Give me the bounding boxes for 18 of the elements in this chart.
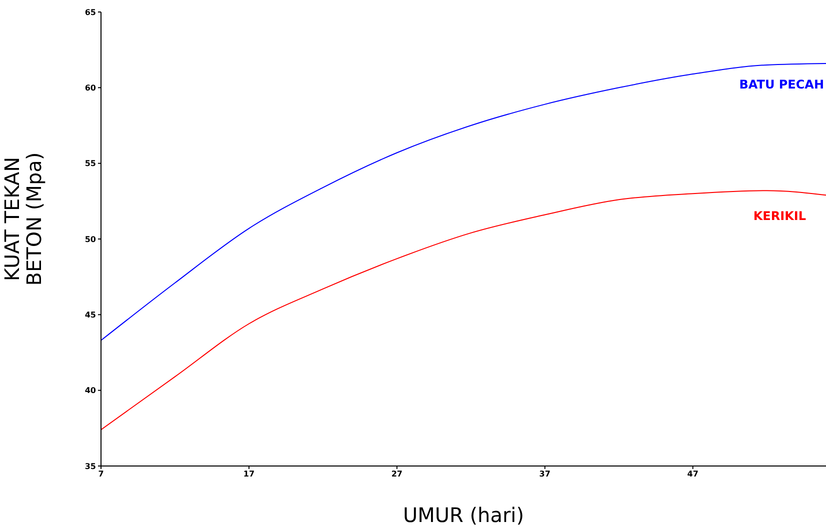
y-tick-label: 60 bbox=[84, 84, 96, 93]
series-label: KERIKIL bbox=[753, 209, 806, 224]
y-axis-title: KUAT TEKAN BETON (Mpa) bbox=[0, 152, 46, 286]
y-tick-label: 35 bbox=[84, 462, 96, 471]
x-tick-label: 47 bbox=[687, 470, 698, 479]
line-series bbox=[101, 190, 826, 430]
y-tick-label: 45 bbox=[84, 310, 96, 320]
x-tick-label: 27 bbox=[391, 470, 402, 479]
y-tick-label: 40 bbox=[84, 386, 96, 396]
x-tick-label: 7 bbox=[98, 470, 104, 479]
series-label: BATU PECAH bbox=[739, 77, 824, 92]
y-tick-label: 65 bbox=[84, 8, 96, 17]
y-tick-label: 55 bbox=[84, 159, 96, 168]
line-series bbox=[101, 62, 826, 341]
x-tick-label: 37 bbox=[539, 470, 550, 479]
x-axis-title: UMUR (hari) bbox=[402, 503, 524, 527]
x-tick-label: 17 bbox=[243, 470, 255, 479]
y-tick-label: 50 bbox=[84, 234, 96, 244]
